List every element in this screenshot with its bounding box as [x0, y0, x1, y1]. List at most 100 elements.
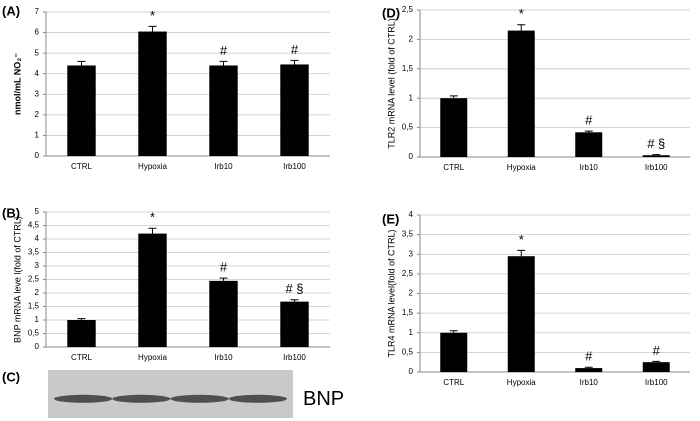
- error-bar: [652, 154, 661, 156]
- bar: [642, 155, 670, 157]
- y-tick-label: 3: [409, 249, 414, 258]
- error-bar: [290, 299, 299, 302]
- x-tick-label: CTRL: [71, 353, 92, 362]
- x-tick-label: Hypoxia: [507, 378, 536, 387]
- y-tick-label: 4: [409, 210, 414, 219]
- blot-label: BNP: [303, 388, 344, 410]
- x-tick-label: Irb10: [580, 378, 599, 387]
- annotation: #: [585, 349, 593, 364]
- x-tick-label: Irb10: [580, 163, 599, 172]
- y-tick-label: 2,5: [28, 275, 40, 284]
- bar: [642, 362, 670, 372]
- y-tick-label: 2: [35, 110, 40, 119]
- panel-label: (E): [382, 211, 399, 226]
- bar: [280, 64, 309, 156]
- error-bar: [517, 24, 526, 31]
- y-tick-label: 1,5: [402, 64, 414, 73]
- bar: [440, 98, 468, 157]
- bar: [507, 30, 535, 157]
- bar: [575, 132, 603, 157]
- y-tick-label: 0: [409, 367, 414, 376]
- x-tick-label: Hypoxia: [507, 163, 536, 172]
- annotation: # §: [285, 281, 303, 296]
- error-bar: [517, 249, 526, 257]
- x-tick-label: Hypoxia: [138, 162, 167, 171]
- y-tick-label: 0,5: [28, 329, 40, 338]
- x-tick-label: Irb100: [645, 163, 668, 172]
- x-tick-label: Hypoxia: [138, 353, 167, 362]
- x-tick-label: CTRL: [443, 378, 464, 387]
- blot-band: [170, 394, 229, 403]
- error-bar: [449, 95, 458, 99]
- annotation: #: [653, 343, 661, 358]
- y-axis-label: BNP mRNA leve l(fold of CTRL): [12, 216, 22, 343]
- y-tick-label: 0: [35, 151, 40, 160]
- y-tick-label: 5: [35, 48, 40, 57]
- y-axis-label: nmol/mL NO₂⁻: [12, 53, 22, 115]
- y-tick-label: 0: [35, 342, 40, 351]
- error-bar: [290, 59, 299, 65]
- y-tick-label: 2,5: [402, 5, 414, 14]
- y-tick-label: 2: [409, 35, 414, 44]
- panel-label: (C): [2, 369, 20, 384]
- y-tick-label: 1: [409, 93, 414, 102]
- error-bar: [148, 25, 157, 32]
- bar: [67, 320, 96, 347]
- y-axis-label: TLR2 mRNA level (fold of CTRL): [386, 18, 396, 149]
- y-tick-label: 0: [409, 152, 414, 161]
- x-tick-label: Irb10: [214, 353, 233, 362]
- annotation: #: [585, 113, 593, 128]
- y-tick-label: 1,5: [28, 302, 40, 311]
- bar: [440, 332, 468, 372]
- bar: [507, 256, 535, 372]
- blot-band: [228, 394, 287, 403]
- error-bar: [77, 318, 86, 320]
- y-tick-label: 1: [35, 131, 40, 140]
- y-axis-label: TLR4 mRNA level(fold of CTRL): [386, 229, 396, 357]
- bar: [209, 65, 238, 156]
- x-tick-label: Irb10: [214, 162, 233, 171]
- y-tick-label: 3,5: [28, 248, 40, 257]
- error-bar: [584, 366, 593, 369]
- error-bar: [148, 227, 157, 234]
- annotation: *: [519, 232, 524, 247]
- annotation: *: [519, 6, 524, 21]
- bar: [138, 31, 167, 157]
- y-tick-label: 2: [409, 289, 414, 298]
- y-tick-label: 6: [35, 28, 40, 37]
- annotation: #: [220, 260, 228, 275]
- y-tick-label: 4,5: [28, 221, 40, 230]
- y-tick-label: 4: [35, 69, 40, 78]
- panel-label: (B): [2, 205, 20, 220]
- y-tick-label: 1: [409, 328, 414, 337]
- annotation: #: [220, 43, 228, 58]
- annotation: #: [291, 42, 299, 57]
- annotation: *: [150, 210, 155, 225]
- x-tick-label: Irb100: [645, 378, 668, 387]
- y-tick-label: 4: [35, 234, 40, 243]
- annotation: # §: [647, 136, 665, 151]
- y-tick-label: 1: [35, 315, 40, 324]
- x-tick-label: CTRL: [71, 162, 92, 171]
- error-bar: [449, 330, 458, 333]
- y-tick-label: 3: [35, 261, 40, 270]
- annotation: *: [150, 8, 155, 23]
- y-tick-label: 3: [35, 89, 40, 98]
- error-bar: [77, 60, 86, 66]
- x-tick-label: Irb100: [283, 162, 306, 171]
- bar: [67, 65, 96, 156]
- y-tick-label: 0,5: [402, 123, 414, 132]
- error-bar: [584, 130, 593, 133]
- panel-label: (A): [2, 3, 20, 18]
- y-tick-label: 2,5: [402, 269, 414, 278]
- bar: [280, 301, 309, 347]
- blot-band: [54, 394, 113, 403]
- y-tick-label: 7: [35, 7, 40, 16]
- y-tick-label: 1,5: [402, 308, 414, 317]
- x-tick-label: Irb100: [283, 353, 306, 362]
- y-tick-label: 5: [35, 207, 40, 216]
- bar: [209, 280, 238, 347]
- x-tick-label: CTRL: [443, 163, 464, 172]
- blot-background: [48, 370, 293, 418]
